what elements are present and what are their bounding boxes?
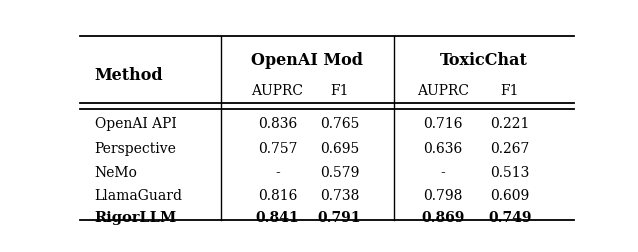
Text: 0.267: 0.267 [490,142,530,155]
Text: AUPRC: AUPRC [417,84,469,98]
Text: 0.221: 0.221 [490,117,530,131]
Text: F1: F1 [330,84,348,98]
Text: 0.636: 0.636 [424,142,463,155]
Text: AUPRC: AUPRC [251,84,304,98]
Text: OpenAI API: OpenAI API [94,117,176,131]
Text: NeMo: NeMo [94,166,137,180]
Text: OpenAI Mod: OpenAI Mod [251,52,363,69]
Text: Method: Method [94,67,163,84]
Text: -: - [441,166,445,180]
Text: 0.513: 0.513 [490,166,530,180]
Text: LlamaGuard: LlamaGuard [94,189,182,203]
Text: 0.841: 0.841 [256,211,299,226]
Text: 0.738: 0.738 [320,189,359,203]
Text: 0.765: 0.765 [320,117,359,131]
Text: 0.816: 0.816 [258,189,297,203]
Text: ToxicChat: ToxicChat [440,52,528,69]
Text: 0.798: 0.798 [424,189,463,203]
Text: 0.836: 0.836 [258,117,297,131]
Text: 0.757: 0.757 [258,142,297,155]
Text: Perspective: Perspective [94,142,177,155]
Text: 0.579: 0.579 [320,166,359,180]
Text: F1: F1 [501,84,519,98]
Text: 0.749: 0.749 [488,211,531,226]
Text: 0.609: 0.609 [490,189,530,203]
Text: 0.869: 0.869 [422,211,465,226]
Text: 0.791: 0.791 [318,211,361,226]
Text: 0.695: 0.695 [320,142,359,155]
Text: 0.716: 0.716 [424,117,463,131]
Text: RigorLLM: RigorLLM [94,211,177,226]
Text: -: - [275,166,280,180]
